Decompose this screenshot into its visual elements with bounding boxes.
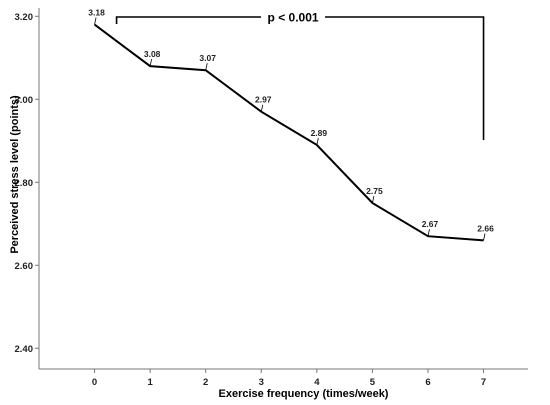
y-tick-label: 2.60 [15, 261, 34, 272]
y-axis-title: Perceived stress level (points) [9, 95, 21, 254]
data-label: 2.66 [477, 223, 494, 233]
x-tick-label: 3 [259, 377, 264, 388]
y-tick-label: 3.00 [15, 95, 34, 106]
axes [38, 8, 528, 370]
data-label: 2.89 [311, 128, 328, 138]
x-tick-label: 6 [425, 377, 430, 388]
data-label-leader [205, 63, 208, 71]
data-label: 2.67 [422, 219, 439, 229]
x-tick-label: 5 [370, 377, 376, 388]
x-tick-label: 2 [203, 377, 208, 388]
data-labels: 3.18 3.08 3.07 2.97 2.89 2.75 2.67 2.66 [88, 8, 494, 241]
y-tick-label: 2.40 [15, 344, 34, 355]
data-label-leader [260, 104, 264, 112]
x-tick-label: 1 [147, 377, 153, 388]
data-label: 3.07 [199, 53, 216, 63]
x-tick-label: 7 [481, 377, 486, 388]
data-label: 2.97 [255, 95, 272, 105]
data-label-leader [427, 229, 430, 237]
y-axis-ticks: 2.40 2.60 2.80 3.00 3.20 [15, 12, 39, 355]
data-label-leader [372, 195, 375, 204]
x-axis-ticks: 0 1 2 3 4 5 6 7 [92, 369, 486, 388]
data-label-leader [316, 137, 319, 146]
x-tick-label: 0 [92, 377, 97, 388]
series-line [94, 23, 484, 242]
y-tick-label: 2.80 [15, 178, 34, 189]
bracket-left [115, 16, 262, 24]
x-axis-title: Exercise frequency (times/week) [219, 388, 389, 400]
p-value-label: p < 0.001 [268, 11, 319, 25]
data-label: 3.18 [88, 8, 105, 18]
y-tick-label: 3.20 [15, 12, 34, 23]
significance-annotation: p < 0.001 [115, 11, 485, 140]
bracket-right [325, 16, 485, 140]
data-label: 2.75 [366, 186, 383, 196]
data-label-leader [483, 233, 486, 241]
x-tick-label: 4 [314, 377, 320, 388]
series-layer [94, 23, 484, 242]
data-label-leader [94, 17, 97, 25]
data-label-leader [149, 59, 153, 67]
data-label: 3.08 [144, 49, 161, 59]
